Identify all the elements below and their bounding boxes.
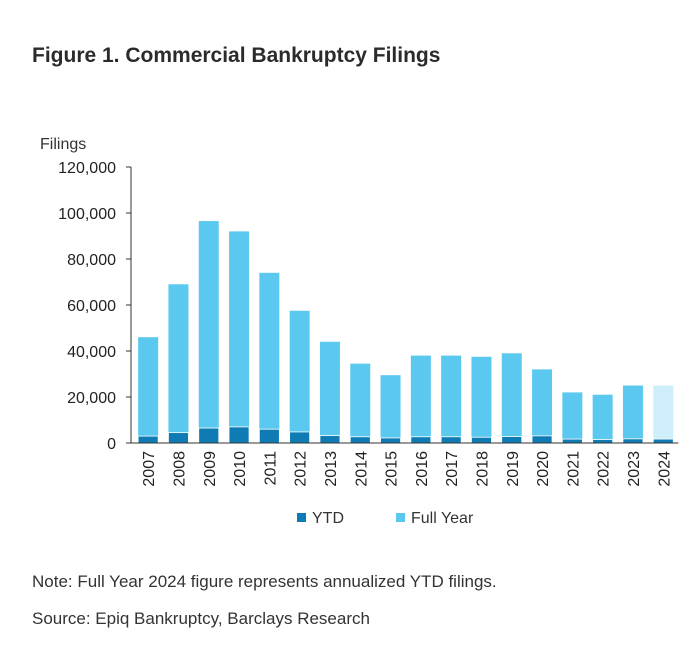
legend-swatch-full-year (396, 513, 405, 522)
y-axis-title: Filings (40, 136, 86, 153)
bar-ytd-2012 (289, 431, 311, 444)
y-tick-label: 120,000 (58, 160, 116, 177)
x-tick-label-2014: 2014 (353, 451, 370, 487)
bar-ytd-2024 (652, 438, 674, 444)
legend-label-ytd: YTD (312, 510, 344, 527)
bar-ytd-2013 (319, 435, 341, 444)
y-tick-label: 0 (107, 436, 116, 453)
y-tick-label: 40,000 (67, 344, 116, 361)
chart-source: Source: Epiq Bankruptcy, Barclays Resear… (32, 609, 370, 628)
x-tick-label-2008: 2008 (171, 451, 188, 487)
y-tick-label: 80,000 (67, 252, 116, 269)
bar-ytd-2022 (592, 439, 614, 444)
x-tick-label-2024: 2024 (656, 451, 673, 487)
x-tick-label-2021: 2021 (565, 451, 582, 487)
bar-ytd-2016 (410, 436, 432, 444)
bar-ytd-2021 (561, 438, 583, 444)
bar-full-year-2016 (410, 355, 431, 443)
bar-full-year-2014 (350, 363, 371, 443)
chart-note: Note: Full Year 2024 figure represents a… (32, 572, 497, 591)
y-tick-label: 60,000 (67, 298, 116, 315)
x-tick-label-2010: 2010 (232, 451, 249, 487)
x-tick-label-2016: 2016 (414, 451, 431, 487)
x-tick-label-2022: 2022 (596, 451, 613, 487)
bankruptcy-bar-chart: Filings 0 20,000 40,000 60,000 80,000 100,000… (40, 136, 679, 527)
x-tick-label-2011: 2011 (262, 451, 279, 486)
x-tick-label-2012: 2012 (293, 451, 310, 487)
bar-full-year-2023 (622, 385, 643, 443)
bar-full-year-2021 (562, 392, 583, 443)
bar-full-year-2012 (289, 310, 310, 443)
legend-label-full-year: Full Year (411, 510, 474, 527)
bar-ytd-2018 (471, 436, 492, 444)
x-tick-label-2013: 2013 (323, 451, 340, 487)
y-tick-label: 20,000 (67, 390, 116, 407)
x-tick-label-2017: 2017 (444, 451, 461, 487)
bar-full-year-2022 (592, 394, 613, 443)
x-tick-label-2015: 2015 (384, 451, 401, 487)
bar-full-year-2020 (532, 369, 553, 443)
bar-ytd-2017 (440, 436, 462, 444)
bar-full-year-2018 (471, 356, 492, 443)
bar-full-year-2013 (319, 341, 340, 443)
bar-full-year-2024 (653, 385, 674, 443)
bar-ytd-2011 (258, 428, 280, 444)
chart-legend: YTD Full Year (297, 510, 474, 527)
bar-full-year-2008 (168, 284, 189, 443)
bar-ytd-2008 (168, 432, 189, 444)
bar-full-year-2007 (138, 337, 159, 443)
bar-ytd-2023 (622, 438, 644, 444)
x-tick-label-2023: 2023 (626, 451, 643, 487)
x-tick-label-2007: 2007 (141, 451, 158, 487)
bars-group (137, 221, 674, 444)
x-tick-label-2018: 2018 (474, 451, 491, 487)
x-tick-label-2020: 2020 (535, 451, 552, 487)
x-tick-label-2009: 2009 (202, 451, 219, 487)
bar-ytd-2020 (531, 435, 553, 444)
bar-ytd-2010 (228, 426, 250, 444)
bar-ytd-2019 (501, 436, 523, 444)
bar-full-year-2011 (259, 272, 280, 443)
x-tick-label-2019: 2019 (505, 451, 522, 487)
x-axis: 2007 2008 2009 2010 2011 2012 2013 2014 2015 2016… (131, 442, 679, 487)
bar-full-year-2015 (380, 375, 401, 443)
legend-swatch-ytd (297, 513, 306, 522)
y-tick-label: 100,000 (58, 206, 116, 223)
bar-ytd-2014 (349, 436, 371, 444)
bar-ytd-2007 (137, 435, 159, 444)
figure-title: Figure 1. Commercial Bankruptcy Filings (32, 44, 441, 67)
y-axis: 0 20,000 40,000 60,000 80,000 100,000 120,000 (58, 160, 132, 453)
bar-ytd-2015 (380, 437, 401, 444)
bar-ytd-2009 (198, 427, 220, 444)
bar-full-year-2019 (501, 353, 522, 443)
bar-full-year-2017 (441, 355, 462, 443)
bar-full-year-2010 (229, 231, 250, 443)
bar-full-year-2009 (198, 221, 219, 443)
